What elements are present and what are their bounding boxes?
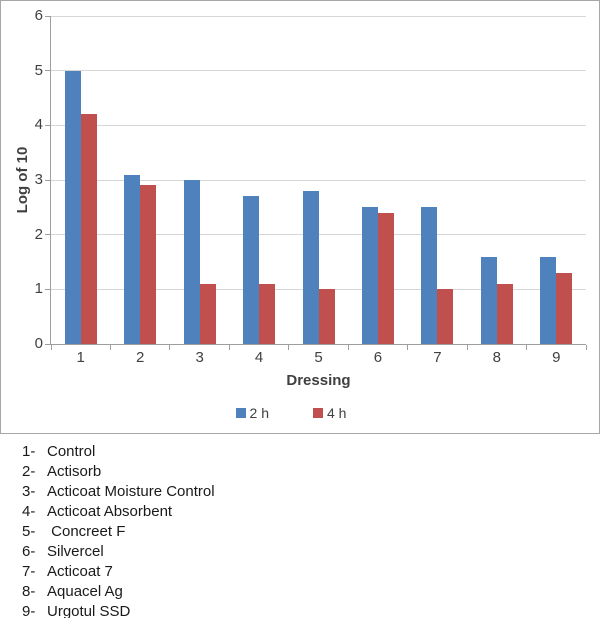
key-number: 4- <box>22 502 36 520</box>
key-row: 4- Acticoat Absorbent <box>22 501 215 521</box>
y-axis-tick <box>45 124 50 126</box>
x-category-label: 4 <box>254 349 264 366</box>
plot-area <box>45 15 587 350</box>
key-row: 2- Actisorb <box>22 461 215 481</box>
x-axis-tick <box>228 345 230 350</box>
chart-legend: 2 h 4 h <box>1 405 581 421</box>
legend-swatch-icon <box>235 408 246 418</box>
x-axis-tick <box>288 345 290 350</box>
bar-4h-dressing-3 <box>199 283 216 344</box>
x-category-label: 7 <box>433 349 442 366</box>
legend-item-2h: 2 h <box>235 405 269 421</box>
bar-2h-dressing-2 <box>124 174 141 344</box>
y-axis-tick <box>45 343 50 345</box>
key-number: 8- <box>22 582 36 600</box>
x-axis-title: Dressing <box>286 372 351 389</box>
y-axis-title: Log of 10 <box>14 146 31 214</box>
bar-4h-dressing-6 <box>377 212 394 344</box>
bar-4h-dressing-5 <box>318 289 335 344</box>
x-category-label: 3 <box>195 349 204 366</box>
x-axis-tick <box>585 345 587 350</box>
legend-label: 2 h <box>249 405 269 421</box>
x-category-label: 6 <box>373 349 383 366</box>
bar-2h-dressing-6 <box>361 207 378 344</box>
y-axis-tick <box>45 70 50 72</box>
bar-2h-dressing-5 <box>302 190 319 344</box>
key-number: 5- <box>22 522 36 540</box>
key-number: 6- <box>22 542 36 560</box>
bar-2h-dressing-3 <box>183 180 200 344</box>
y-axis-tick <box>45 288 50 290</box>
bar-chart: 0 1 2 3 4 5 6 1 2 3 4 5 6 7 8 9 Log of 10 Dressing 2 h… <box>0 0 600 434</box>
x-axis-tick <box>109 345 111 350</box>
gridline <box>51 234 586 236</box>
gridline <box>51 15 586 17</box>
key-label: Acticoat Moisture Control <box>47 482 215 500</box>
x-axis-tick <box>347 345 349 350</box>
gridline <box>51 124 586 126</box>
gridline <box>51 70 586 72</box>
y-axis-line <box>50 16 51 344</box>
key-row: 7- Acticoat 7 <box>22 561 215 581</box>
bar-4h-dressing-2 <box>140 185 157 344</box>
y-tick-label: 2 <box>34 225 43 243</box>
key-label: Control <box>47 442 96 460</box>
key-label: Actisorb <box>47 462 102 480</box>
x-category-label: 8 <box>492 349 501 366</box>
key-label: Acticoat 7 <box>47 562 113 580</box>
key-number: 3- <box>22 482 36 500</box>
y-axis-tick <box>45 15 50 17</box>
key-row: 6- Silvercel <box>22 541 215 561</box>
bar-4h-dressing-7 <box>437 289 454 344</box>
x-category-label: 5 <box>314 349 323 366</box>
x-axis-tick <box>50 345 52 350</box>
gridline <box>51 179 586 181</box>
bar-2h-dressing-1 <box>64 70 81 344</box>
y-tick-label: 4 <box>34 116 43 134</box>
key-label: Silvercel <box>47 542 104 560</box>
x-category-label: 1 <box>76 349 85 366</box>
key-number: 2- <box>22 462 36 480</box>
y-axis-tick <box>45 234 50 236</box>
x-category-label: 9 <box>552 349 561 366</box>
key-row: 3- Acticoat Moisture Control <box>22 481 215 501</box>
key-row: 9- Urgotul SSD <box>22 601 215 618</box>
key-label: Acticoat Absorbent <box>47 502 173 520</box>
y-tick-label: 1 <box>34 280 43 298</box>
key-number: 7- <box>22 562 36 580</box>
key-row: 1- Control <box>22 441 215 461</box>
dressing-key-list: 1- Control 2- Actisorb 3- Acticoat Moisture C… <box>22 441 215 618</box>
bar-4h-dressing-8 <box>496 283 513 344</box>
bar-2h-dressing-7 <box>421 207 438 344</box>
key-row: 8- Aquacel Ag <box>22 581 215 601</box>
y-tick-label: 5 <box>34 61 43 79</box>
x-axis-tick <box>407 345 409 350</box>
bar-4h-dressing-4 <box>259 283 276 344</box>
x-category-label: 2 <box>135 349 145 366</box>
x-axis-tick <box>169 345 171 350</box>
gridline <box>51 288 586 290</box>
bar-4h-dressing-1 <box>80 114 97 344</box>
x-axis-line <box>50 344 586 345</box>
bar-2h-dressing-8 <box>480 256 497 344</box>
key-number: 9- <box>22 602 36 618</box>
y-axis-tick <box>45 179 50 181</box>
bar-2h-dressing-4 <box>243 196 260 344</box>
key-label: Urgotul SSD <box>47 602 131 618</box>
y-tick-label: 6 <box>34 7 43 24</box>
legend-swatch-icon <box>313 408 323 418</box>
key-row: 5- Concreet F <box>22 521 215 541</box>
legend-label: 4 h <box>327 405 347 421</box>
key-number: 1- <box>22 442 36 460</box>
bar-2h-dressing-9 <box>540 256 557 344</box>
x-axis-tick <box>466 345 468 350</box>
y-tick-label: 3 <box>34 171 43 188</box>
key-label: Concreet F <box>47 522 126 540</box>
legend-item-4h: 4 h <box>313 405 346 421</box>
key-label: Aquacel Ag <box>47 582 123 600</box>
bar-4h-dressing-9 <box>556 272 573 344</box>
y-tick-label: 0 <box>34 335 43 352</box>
x-axis-tick <box>526 345 528 350</box>
